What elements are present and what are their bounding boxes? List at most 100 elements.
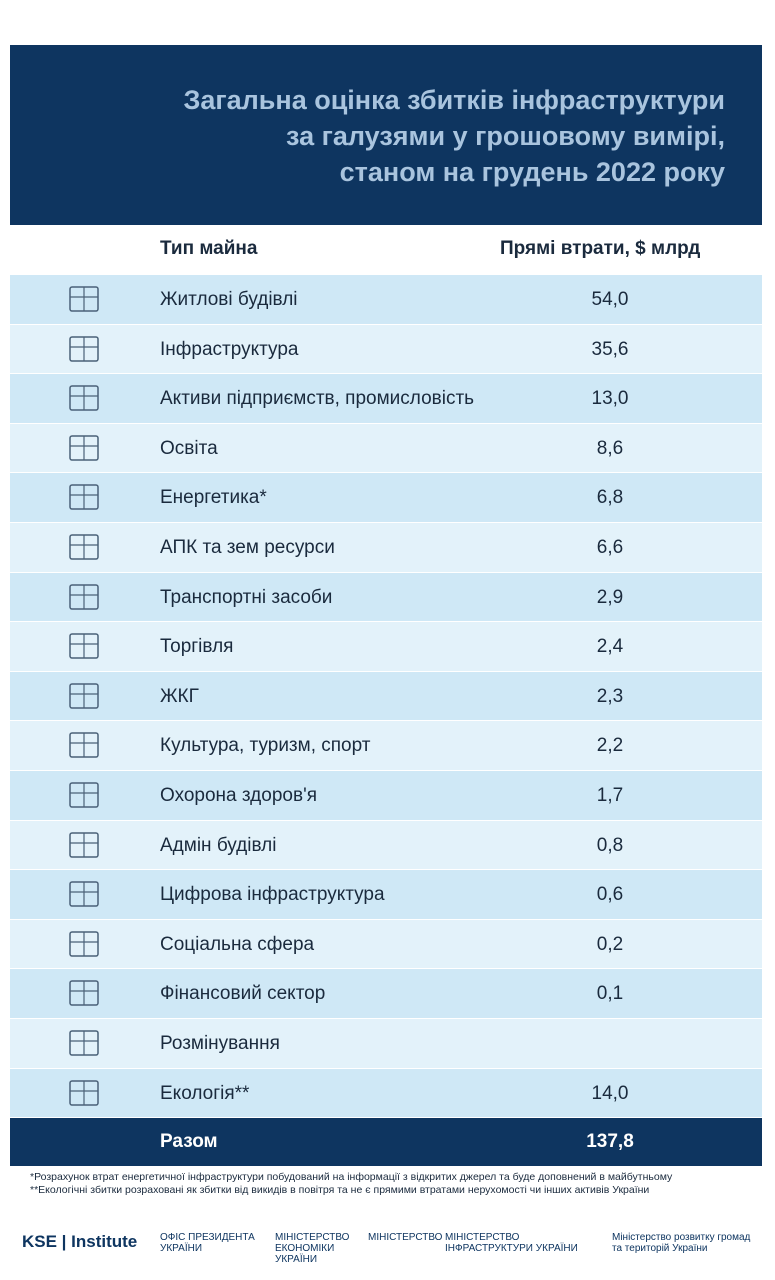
- footnote: *Розрахунок втрат енергетичної інфрастру…: [30, 1171, 673, 1183]
- row-icon: [64, 527, 104, 567]
- row-value: 8,6: [596, 437, 624, 459]
- row-icon: [64, 825, 104, 865]
- table-row: [10, 1019, 762, 1068]
- row-name: АПК та зем ресурси: [160, 537, 335, 558]
- row-value: 2,3: [596, 685, 624, 707]
- table-row: [10, 771, 762, 820]
- row-value: 14,0: [591, 1082, 629, 1104]
- row-name: Транспортні засоби: [160, 586, 333, 608]
- footnote: **Екологічні збитки розраховані як збитк…: [30, 1184, 650, 1196]
- total-row: Разом 137,8: [10, 1118, 762, 1166]
- icon: [69, 980, 99, 1007]
- row-name: Екологія**: [160, 1082, 250, 1104]
- icon: [69, 633, 99, 659]
- table-row: [10, 671, 762, 721]
- row-name: Енергетика*: [160, 487, 267, 509]
- row-value: 35,6: [591, 338, 629, 360]
- icon: [69, 683, 99, 709]
- icon: [69, 484, 99, 511]
- total-label: Разом: [160, 1131, 218, 1152]
- title-line: станом на грудень 2022 року: [339, 157, 725, 187]
- row-icon: [64, 626, 104, 666]
- logo: ОФІС ПРЕЗИДЕНТА УКРАЇНИ: [160, 1232, 255, 1254]
- row-name: Соціальна сфера: [160, 933, 315, 955]
- row-value: 2,9: [596, 586, 624, 608]
- row-icon: [64, 1073, 104, 1113]
- icon: [69, 286, 99, 312]
- icon: [69, 583, 99, 610]
- row-name: Фінансовий сектор: [160, 983, 326, 1005]
- logo: KSE | Institute: [22, 1232, 138, 1251]
- row-name: Торгівля: [160, 636, 234, 658]
- total-value: 137,8: [586, 1131, 634, 1152]
- logo: Міністерство розвитку громад та територі…: [612, 1232, 751, 1254]
- row-value: 0,8: [596, 834, 624, 856]
- title-panel: [10, 45, 762, 225]
- title-line: за галузями у грошовому вимірі,: [286, 121, 725, 151]
- table-row: [10, 473, 762, 522]
- icon: [69, 732, 99, 759]
- table-row: [10, 572, 762, 622]
- row-value: 0,6: [596, 884, 624, 906]
- row-name: Адмін будівлі: [160, 834, 277, 856]
- icon: [69, 335, 99, 362]
- row-name: Розмінування: [160, 1033, 280, 1054]
- table-row: [10, 523, 762, 572]
- row-icon: [64, 973, 104, 1013]
- table-row: [10, 423, 762, 473]
- title-line: Загальна оцінка збитків інфраструктури: [183, 85, 725, 115]
- table-row: [10, 919, 762, 969]
- row-value: 1,7: [596, 785, 624, 806]
- row-name: Активи підприємств, промисловість: [160, 388, 475, 410]
- table-row: [10, 721, 762, 770]
- table-row: [10, 622, 762, 671]
- logo: МІНІСТЕРСТВО ІНФРАСТРУКТУРИ УКРАЇНИ: [445, 1232, 578, 1254]
- row-value: 0,1: [596, 983, 624, 1005]
- icon: [69, 782, 99, 808]
- row-value: 13,0: [591, 388, 629, 410]
- row-name: Цифрова інфраструктура: [160, 884, 385, 906]
- table-row: [10, 374, 762, 423]
- icon: [69, 385, 99, 411]
- row-icon: [64, 477, 104, 517]
- row-icon: [64, 378, 104, 418]
- icon: [69, 931, 99, 957]
- column-header: Прямі втрати, $ млрд: [500, 238, 701, 259]
- row-name: Охорона здоров'я: [160, 785, 317, 806]
- row-value: 54,0: [591, 289, 629, 310]
- column-header: Тип майна: [160, 238, 258, 259]
- row-value: 2,4: [596, 636, 624, 658]
- row-icon: [64, 924, 104, 964]
- row-icon: [64, 874, 104, 914]
- table-row: [10, 275, 762, 324]
- row-name: Культура, туризм, спорт: [160, 735, 371, 757]
- row-name: Житлові будівлі: [160, 289, 298, 310]
- table-row: [10, 870, 762, 919]
- row-value: 0,2: [596, 933, 624, 955]
- table-row: [10, 820, 762, 870]
- icon: [69, 881, 99, 907]
- table-row: [10, 324, 762, 374]
- row-icon: [64, 577, 104, 617]
- row-icon: [64, 676, 104, 716]
- row-icon: [64, 428, 104, 468]
- row-icon: [64, 329, 104, 369]
- table-row: [10, 1068, 762, 1118]
- row-icon: [64, 725, 104, 765]
- row-icon: [64, 775, 104, 815]
- table-row: [10, 969, 762, 1018]
- row-name: ЖКГ: [160, 685, 199, 707]
- logo: МІНІСТЕРСТВО: [368, 1232, 443, 1243]
- row-name: Освіта: [160, 437, 218, 459]
- logo: МІНІСТЕРСТВО ЕКОНОМІКИ УКРАЇНИ: [275, 1232, 350, 1265]
- row-icon: [64, 279, 104, 319]
- row-icon: [64, 1023, 104, 1063]
- icon: [69, 831, 99, 858]
- icon: [69, 435, 99, 461]
- row-name: Інфраструктура: [160, 338, 299, 360]
- icon: [69, 1079, 99, 1106]
- icon: [69, 1030, 99, 1056]
- row-value: 6,6: [596, 537, 624, 558]
- icon: [69, 534, 99, 560]
